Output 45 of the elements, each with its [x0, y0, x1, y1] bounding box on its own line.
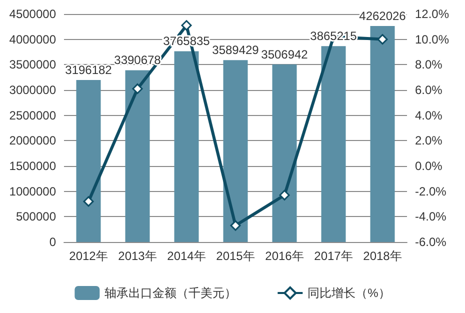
- bar: [370, 26, 395, 242]
- y2-tick-label: -4.0%: [415, 210, 447, 224]
- bar: [76, 80, 101, 242]
- bar: [223, 60, 248, 242]
- x-tick-label: 2016年: [265, 249, 304, 263]
- point: [230, 220, 241, 231]
- y2-tick-label: 10.0%: [415, 32, 450, 46]
- point: [181, 20, 192, 31]
- point: [377, 34, 388, 45]
- point: [279, 190, 290, 200]
- y-tick-label: 1500000: [9, 159, 56, 173]
- x-tick-label: 2014年: [167, 249, 206, 263]
- y2-tick-label: -2.0%: [415, 184, 447, 198]
- y-tick-label: 1000000: [9, 184, 56, 198]
- y-tick-label: 2500000: [9, 108, 56, 122]
- bar: [272, 64, 297, 242]
- y2-tick-label: 8.0%: [415, 58, 443, 72]
- data-label: 3589429: [212, 43, 260, 58]
- y-tick-label: 3000000: [9, 83, 56, 97]
- bar: [125, 70, 150, 242]
- bar: [174, 51, 199, 242]
- y2-tick-label: 12.0%: [415, 7, 450, 21]
- y2-tick-label: 4.0%: [415, 108, 443, 122]
- y2-tick-label: 0.0%: [415, 159, 443, 173]
- legend-label: 轴承出口金额（千美元）: [104, 286, 237, 300]
- data-label: 3506942: [261, 47, 308, 62]
- bar: [321, 46, 346, 242]
- y-tick-label: 500000: [16, 210, 56, 224]
- y2-tick-label: 2.0%: [415, 134, 443, 148]
- legend-label: 同比增长（%）: [308, 286, 390, 300]
- point: [83, 196, 94, 207]
- y-tick-label: 3500000: [9, 58, 56, 72]
- x-tick-label: 2015年: [216, 249, 255, 263]
- y-tick-label: 2000000: [9, 134, 56, 148]
- y-tick-label: 4500000: [9, 7, 56, 21]
- x-tick-label: 2013年: [118, 249, 157, 263]
- x-tick-label: 2012年: [69, 249, 108, 263]
- y2-tick-label: -6.0%: [415, 235, 447, 249]
- data-label: 3196182: [65, 63, 112, 78]
- point: [132, 83, 143, 94]
- y-tick-label: 4000000: [9, 32, 56, 46]
- y-tick-label: 0: [49, 235, 56, 249]
- y2-tick-label: 6.0%: [415, 83, 443, 97]
- x-tick-label: 2018年: [363, 249, 402, 263]
- x-tick-label: 2017年: [314, 249, 353, 263]
